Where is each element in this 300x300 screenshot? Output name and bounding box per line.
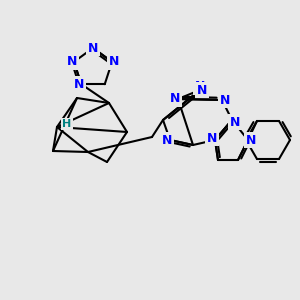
Text: N: N bbox=[170, 92, 180, 106]
Text: N: N bbox=[220, 94, 230, 106]
Text: N: N bbox=[197, 83, 207, 97]
Text: N: N bbox=[246, 134, 256, 146]
Text: N: N bbox=[88, 41, 98, 55]
Text: N: N bbox=[195, 80, 205, 94]
Text: N: N bbox=[162, 134, 172, 146]
Text: N: N bbox=[74, 78, 84, 91]
Text: N: N bbox=[230, 116, 240, 128]
Text: N: N bbox=[109, 55, 119, 68]
Text: N: N bbox=[67, 55, 77, 68]
Text: H: H bbox=[62, 119, 72, 129]
Text: N: N bbox=[207, 131, 217, 145]
